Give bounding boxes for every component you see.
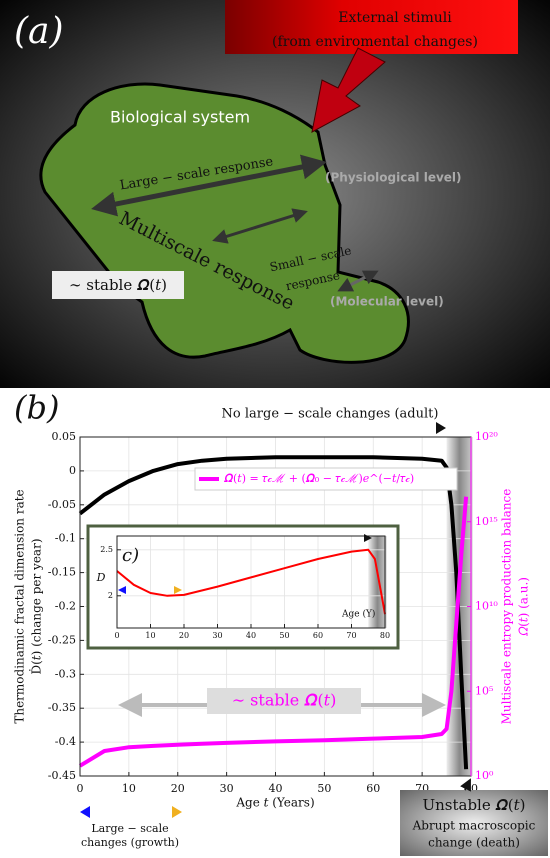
y-tick-label: 0 xyxy=(69,464,76,477)
x-tick-label: 10 xyxy=(122,782,136,795)
y-tick-label: 2 xyxy=(108,591,113,600)
y2-tick-label: 10¹⁵ xyxy=(475,515,498,528)
y-tick-label: -0.4 xyxy=(55,735,76,748)
y-tick-label: -0.45 xyxy=(48,769,76,782)
annotation: change (death) xyxy=(428,836,520,850)
growth-arrowhead xyxy=(172,806,182,818)
x-tick-label: 40 xyxy=(269,782,283,795)
y-tick-label: -0.25 xyxy=(48,633,76,646)
legend-box xyxy=(194,467,458,491)
adult-arrowhead xyxy=(436,422,446,434)
y-tick-label: -0.05 xyxy=(48,498,76,511)
x-tick-label: 30 xyxy=(212,631,222,640)
inset-adult-arrowhead xyxy=(364,534,372,542)
series-line xyxy=(116,548,386,615)
x-tick-label: 60 xyxy=(313,631,323,640)
inset-chart: 0 10 20 30 40 50 60 70 80 2 2.5 c) 𝐷 Age (Y) xyxy=(86,524,400,650)
annotation: No large − scale changes (adult) xyxy=(222,407,439,422)
inset-y-label: 𝐷 xyxy=(96,571,106,584)
y-tick-label: 2.5 xyxy=(100,545,113,554)
inset-growth-arrowhead xyxy=(174,586,182,594)
molecular-label: (Molecular level) xyxy=(330,295,444,309)
stimuli-text: External stimuli xyxy=(338,10,452,26)
x-tick-label: 80 xyxy=(380,631,390,640)
legend-label: 𝜴(𝑡) = 𝜏𝒸ℳ + (𝜴₀ − 𝜏𝒸ℳ)𝑒^(−𝑡/𝜏𝒸) xyxy=(224,472,414,485)
growth-arrowhead xyxy=(80,806,90,818)
inset-x-label: Age (Y) xyxy=(341,609,375,620)
x-tick-label: 0 xyxy=(77,782,84,795)
main-chart: 0 10 20 30 40 50 60 70 800.050-0.05-0.1-0.15-0.2… xyxy=(13,430,531,810)
x-tick-label: 10 xyxy=(145,631,155,640)
x-tick-label: 20 xyxy=(179,631,189,640)
y-axis-label: Thermodinamic fractal dimension rate xyxy=(13,489,27,723)
x-tick-label: 50 xyxy=(317,782,331,795)
stimuli-text: (from enviromental changes) xyxy=(272,34,478,50)
x-tick-label: 40 xyxy=(246,631,256,640)
x-tick-label: 60 xyxy=(366,782,380,795)
y-tick-label: -0.35 xyxy=(48,701,76,714)
y-tick-label: 0.05 xyxy=(52,430,77,443)
unstable-box xyxy=(400,790,548,856)
panel-label: (a) xyxy=(14,11,64,52)
y2-tick-label: 10²⁰ xyxy=(475,430,498,443)
annotation: Large − scale xyxy=(91,822,168,835)
stimulus-arrow xyxy=(311,47,386,133)
stable-box xyxy=(52,271,184,299)
panel-b: (b) No large − scale changes (adult) xyxy=(14,389,446,434)
stable-label: ∼ stable 𝜴(𝑡) xyxy=(69,276,167,294)
unstable-arrow xyxy=(460,778,471,792)
x-tick-label: 0 xyxy=(114,631,119,640)
y-tick-label: -0.2 xyxy=(55,600,76,613)
inset-growth-arrowhead xyxy=(118,586,126,594)
x-tick-label: 70 xyxy=(346,631,356,640)
y2-tick-label: 10⁰ xyxy=(475,769,494,782)
y2-axis-label: 𝛺(𝑡) (a.u.) xyxy=(517,577,531,636)
small-response-arrow xyxy=(337,270,379,292)
panel-a: External stimuli (from enviromental chan… xyxy=(0,0,550,388)
annotation: Abrupt macroscopic xyxy=(412,819,536,833)
plot-frame xyxy=(116,535,386,629)
series-line xyxy=(78,455,469,770)
large-response-arrow xyxy=(91,154,327,217)
x-tick-label: 50 xyxy=(279,631,289,640)
y2-axis-label: Multiscale entropy production balance xyxy=(500,489,514,725)
panel-label: (b) xyxy=(14,389,59,427)
annotations: ∼ stable 𝜴(𝑡) Large − scale changes (gro… xyxy=(80,688,548,856)
y-tick-label: -0.3 xyxy=(55,667,76,680)
system-label: Biological system xyxy=(110,108,250,127)
y-axis-label: Ḋ(𝑡) (change per year) xyxy=(29,538,44,674)
x-axis-label: Age 𝑡 (Years) xyxy=(235,796,314,810)
x-tick-label: 20 xyxy=(171,782,185,795)
mid-response-arrow xyxy=(212,208,308,244)
annotation: changes (growth) xyxy=(81,836,179,849)
x-tick-label: 30 xyxy=(220,782,234,795)
y-tick-label: -0.1 xyxy=(55,532,76,545)
shaded-region xyxy=(368,536,387,628)
y2-tick-label: 10⁵ xyxy=(475,684,493,697)
series-line xyxy=(78,496,469,768)
annotation: Unstable 𝜴(𝑡) xyxy=(422,796,525,814)
physiological-label: (Physiological level) xyxy=(325,171,462,185)
y2-tick-label: 10¹⁰ xyxy=(475,600,498,613)
y-tick-label: -0.15 xyxy=(48,566,76,579)
inset-title: c) xyxy=(122,545,139,566)
stimuli-box xyxy=(225,0,518,54)
annotation: ∼ stable 𝜴(𝑡) xyxy=(232,691,337,710)
stable-box xyxy=(207,688,361,714)
